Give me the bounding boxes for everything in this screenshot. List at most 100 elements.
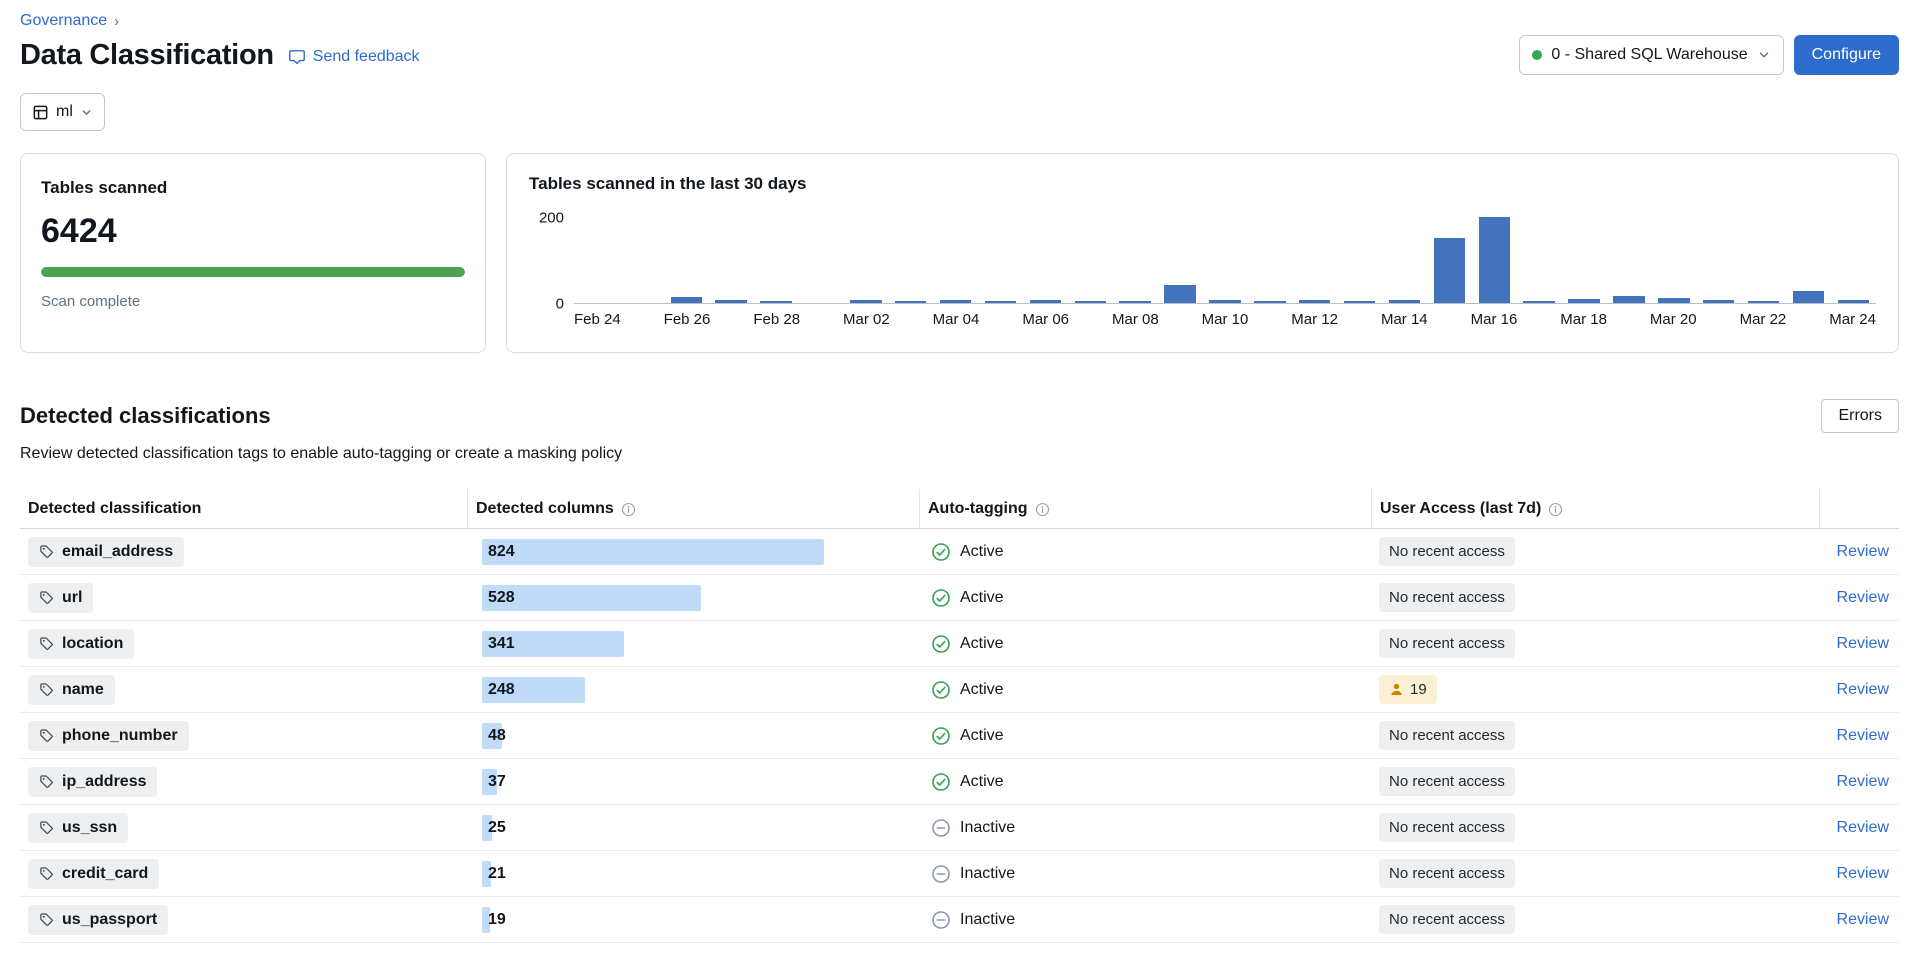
tag-icon [39,866,54,881]
configure-button[interactable]: Configure [1793,35,1899,75]
errors-button[interactable]: Errors [1821,399,1899,433]
user-access-cell: No recent access [1372,767,1820,796]
classification-tag[interactable]: email_address [28,536,185,567]
detected-columns-cell: 248 [468,667,920,712]
review-cell: Review [1820,819,1899,837]
review-link[interactable]: Review [1836,634,1889,652]
review-link[interactable]: Review [1836,680,1889,698]
tag-icon [39,774,54,789]
chart-bar [1209,300,1241,303]
auto-tagging-status: Inactive [960,864,1016,882]
classification-tag[interactable]: location [28,628,135,659]
chart-bar [939,300,972,303]
classifications-table: Detected classification Detected columns… [20,489,1899,943]
detected-columns-cell: 19 [468,897,920,942]
auto-tagging-status: Inactive [960,818,1016,836]
chart-bar [1658,298,1690,303]
detected-columns-bar [482,722,502,749]
table-row: ip_address 37 Active No recent access Re… [20,759,1899,805]
classification-tag[interactable]: credit_card [28,858,160,889]
chart-bar [715,300,747,303]
detected-columns-count: 824 [488,542,515,560]
warehouse-selector-label: 0 - Shared SQL Warehouse [1551,46,1748,63]
chart-bar-slot [1741,218,1786,303]
auto-tagging-cell: Inactive [920,864,1372,884]
detected-columns-count: 21 [488,864,506,882]
review-cell: Review [1820,543,1899,561]
chart-bar-slot [1696,218,1741,303]
chart-bar [1388,300,1421,303]
x-axis-label [621,311,664,328]
classification-tag[interactable]: ip_address [28,766,158,797]
column-header-detected-classification: Detected classification [20,489,468,528]
review-link[interactable]: Review [1836,910,1889,928]
chart-bar [1703,300,1735,303]
chart-bar [894,301,927,303]
review-link[interactable]: Review [1836,864,1889,882]
info-icon[interactable] [1548,502,1563,517]
auto-tagging-status: Active [960,680,1004,698]
classification-tag[interactable]: us_ssn [28,812,129,843]
chart-bar-slot [1158,218,1203,303]
table-header: Detected classification Detected columns… [20,489,1899,529]
classification-tag[interactable]: us_passport [28,904,169,935]
scan-status-text: Scan complete [41,293,141,310]
review-cell: Review [1820,911,1899,929]
x-axis-label [1517,311,1560,328]
breadcrumb-governance-link[interactable]: Governance [20,12,108,29]
review-link[interactable]: Review [1836,818,1889,836]
column-header-label: User Access (last 7d) [1380,499,1542,517]
classification-name: us_ssn [62,818,118,836]
review-link[interactable]: Review [1836,772,1889,790]
y-axis-tick-label: 0 [555,295,564,313]
chart-bar-slot [1831,218,1876,303]
review-cell: Review [1820,589,1899,607]
chart-bar [1343,301,1376,303]
chart-bar-slot [1786,218,1831,303]
auto-tagging-cell: Active [920,726,1372,746]
catalog-selector-label: ml [56,103,73,120]
x-axis-label: Feb 28 [753,311,801,328]
tag-icon [39,820,54,835]
auto-tagging-status: Active [960,726,1004,744]
chart-bar-slot [664,218,709,303]
detected-columns-count: 25 [488,818,506,836]
table-row: email_address 824 Active No recent acces… [20,529,1899,575]
catalog-selector[interactable]: ml [20,93,105,131]
review-link[interactable]: Review [1836,588,1889,606]
x-axis-label [1428,311,1471,328]
tables-scanned-card: Tables scanned 6424 Scan complete [20,153,486,353]
classification-tag[interactable]: url [28,582,94,613]
review-cell: Review [1820,773,1899,791]
x-axis-label [1697,311,1740,328]
tag-icon [39,728,54,743]
send-feedback-link[interactable]: Send feedback [288,48,420,66]
detected-classifications-header: Detected classifications Errors [20,399,1899,433]
auto-tagging-status: Active [960,542,1004,560]
detected-columns-bar [482,814,492,841]
x-axis-label [890,311,933,328]
summary-cards: Tables scanned 6424 Scan complete Tables… [20,153,1899,353]
review-link[interactable]: Review [1836,726,1889,744]
review-link[interactable]: Review [1836,542,1889,560]
x-axis-label: Mar 22 [1739,311,1787,328]
chart-bar [1164,285,1196,303]
column-header-detected-columns: Detected columns [468,489,920,528]
classification-tag[interactable]: name [28,674,115,705]
review-cell: Review [1820,727,1899,745]
warehouse-selector[interactable]: 0 - Shared SQL Warehouse [1519,35,1784,75]
chart-bar-slot [1247,218,1292,303]
chart-bar [760,301,792,303]
x-axis-label: Mar 10 [1201,311,1249,328]
review-cell: Review [1820,681,1899,699]
chart-bar-slot [1113,218,1158,303]
chart-bar-slot [1651,218,1696,303]
classification-name: name [62,680,104,698]
x-axis-label: Mar 14 [1380,311,1428,328]
info-icon[interactable] [621,502,636,517]
bar-chart: 200 0 [529,210,1876,313]
classification-tag[interactable]: phone_number [28,720,189,751]
info-icon[interactable] [1035,502,1050,517]
data-classification-page: Governance › Data Classification Send fe… [20,12,1899,943]
user-access-cell: No recent access [1372,583,1820,612]
